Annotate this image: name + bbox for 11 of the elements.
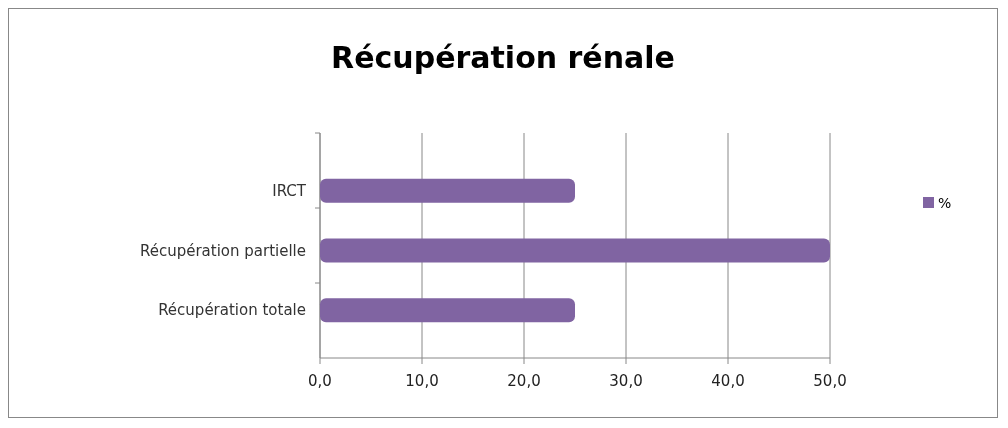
x-tick-label: 20,0 xyxy=(507,372,541,390)
y-tick-label: IRCT xyxy=(272,182,307,201)
y-tick-label: Récupération totale xyxy=(158,301,306,320)
y-tick-label: Récupération partielle xyxy=(139,241,306,260)
x-tick-label: 10,0 xyxy=(405,372,439,390)
legend-label: % xyxy=(938,194,952,211)
x-tick-label: 0,0 xyxy=(308,372,332,390)
x-tick-label: 40,0 xyxy=(711,372,745,390)
chart-title: Récupération rénale xyxy=(331,40,675,75)
x-tick-label: 50,0 xyxy=(813,372,847,390)
x-tick-label: 30,0 xyxy=(609,372,643,390)
